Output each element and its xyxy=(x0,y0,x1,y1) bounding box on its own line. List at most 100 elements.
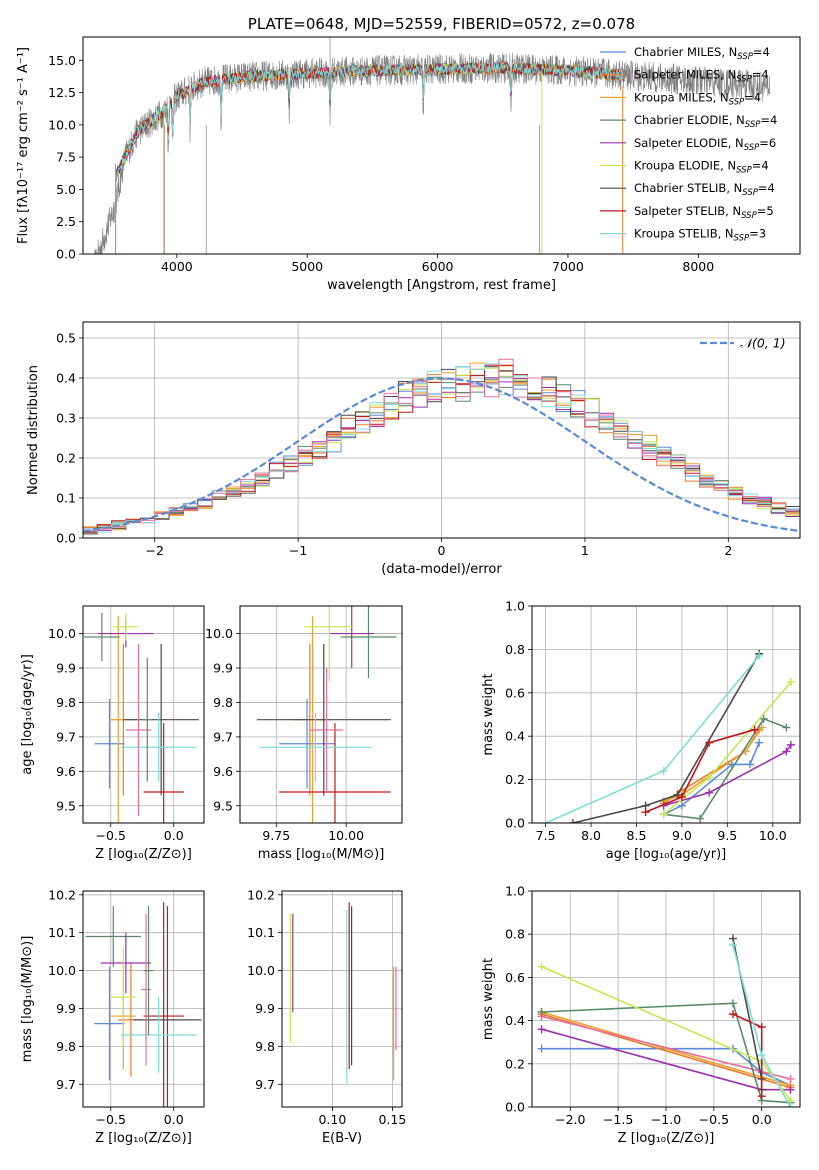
spectrum-axes: 4000 5000 6000 7000 8000 0.0 2.5 5.0 7.5 10.0 12.5… xyxy=(16,15,801,293)
weight-marker xyxy=(537,1025,546,1034)
x-tick-label: 9.75 xyxy=(262,828,290,843)
legend-label: Salpeter ELODIE, N xyxy=(634,136,744,150)
weight-marker xyxy=(673,790,682,799)
weight-marker xyxy=(696,814,705,823)
model-spectrum-line xyxy=(115,62,623,183)
age-vs-Z-axes: −0.5 0.0 9.5 9.6 9.7 9.8 9.9 10.0 Z [log₁₀(Z/Z⊙)… xyxy=(20,605,205,862)
weight-series xyxy=(729,941,795,1107)
mass-vs-EBV-axes: 0.10 0.15 9.7 9.8 9.9 10.0 10.1 10.2 E(B-V) xyxy=(247,887,406,1146)
legend-label: Kroupa STELIB, N xyxy=(634,227,734,241)
weight-marker xyxy=(755,738,764,747)
y-tick-label: 0.8 xyxy=(505,927,525,942)
y-tick-label: 9.7 xyxy=(56,729,76,744)
errorbar-point xyxy=(143,723,184,823)
x-tick-label: −1.0 xyxy=(651,1112,681,1127)
histogram-plot-area xyxy=(83,322,800,538)
weight-marker xyxy=(705,773,714,782)
y-tick-label: 10.0 xyxy=(48,963,76,978)
errorbar-point xyxy=(143,902,184,1107)
weight-marker xyxy=(757,723,766,732)
x-tick-label: 7.5 xyxy=(536,828,556,843)
weight-marker xyxy=(755,651,764,660)
legend-label: Chabrier ELODIE, N xyxy=(634,113,745,127)
histogram-step-line xyxy=(83,358,800,531)
y-tick-label: 1.0 xyxy=(505,599,525,614)
y-tick-label: 0.5 xyxy=(56,331,76,346)
legend-sub: SSP xyxy=(736,166,752,176)
weight-line xyxy=(541,1011,791,1087)
y-tick-label: 0.0 xyxy=(505,1100,525,1115)
x-tick-label: −1.5 xyxy=(603,1112,633,1127)
legend-entry: Chabrier ELODIE, NSSP=4 xyxy=(634,113,777,130)
weight-marker xyxy=(786,1074,795,1083)
legend-suffix: =4 xyxy=(758,181,775,195)
x-axis-label: Z [log₁₀(Z/Z⊙)] xyxy=(618,1131,715,1146)
legend-label: Salpeter STELIB, N xyxy=(634,204,741,218)
histogram-step-line xyxy=(83,366,800,530)
x-tick-label: 0 xyxy=(438,543,446,558)
x-tick-label: 0.10 xyxy=(318,1112,346,1127)
age-vs-mass-axes: 9.75 10.00 9.5 9.6 9.7 9.8 9.9 10.0 mass [log₁₀(… xyxy=(205,605,403,862)
axes-frame xyxy=(82,890,205,1108)
weight-series xyxy=(659,677,795,819)
axes-frame xyxy=(281,890,403,1108)
errorbar-point xyxy=(279,723,391,823)
weight-series xyxy=(659,738,764,819)
mass-vs-Z-axes: −0.5 0.0 9.7 9.8 9.9 10.0 10.1 10.2 Z [log₁₀(Z/Z… xyxy=(20,887,205,1146)
y-tick-label: 0.2 xyxy=(505,772,525,787)
histogram-axes: −2 −1 0 1 2 0.0 0.1 0.2 0.3 0.4 0.5 (data-model)/er… xyxy=(26,321,801,577)
x-tick-label: 5000 xyxy=(291,259,323,274)
errorbar-point xyxy=(110,616,126,823)
spectrum-legend: Chabrier MILES, NSSP=4 Salpeter MILES, NS… xyxy=(600,45,777,244)
errorbar-point xyxy=(120,997,197,1073)
x-axis-label: Z [log₁₀(Z/Z⊙)] xyxy=(95,847,192,862)
legend-sub: SSP xyxy=(745,120,761,130)
weight-marker xyxy=(759,714,768,723)
y-tick-label: 10.0 xyxy=(48,626,76,641)
weight-marker xyxy=(568,819,577,823)
axes-frame xyxy=(82,605,205,824)
weight-line xyxy=(541,1047,791,1087)
axes-frame xyxy=(82,321,801,539)
x-tick-label: 8000 xyxy=(682,259,714,274)
x-axis-label: Z [log₁₀(Z/Z⊙)] xyxy=(95,1131,192,1146)
x-axis-label: mass [log₁₀(M/M⊙)] xyxy=(258,847,385,862)
weight-marker xyxy=(537,1007,546,1016)
y-tick-label: 15.0 xyxy=(48,53,76,68)
errorbar-point xyxy=(94,699,125,789)
x-tick-label: 9.0 xyxy=(672,828,692,843)
weight-marker xyxy=(729,999,737,1008)
legend-sub: SSP xyxy=(734,234,750,244)
legend-suffix: =4 xyxy=(752,159,769,173)
legend-suffix: =5 xyxy=(757,204,774,218)
x-axis-label: wavelength [Angstrom, rest frame] xyxy=(327,278,556,293)
y-tick-label: 0.2 xyxy=(56,451,76,466)
x-tick-label: 7000 xyxy=(552,259,584,274)
y-tick-label: 7.5 xyxy=(56,150,76,165)
weight-marker xyxy=(537,1044,546,1053)
y-tick-label: 9.6 xyxy=(56,764,76,779)
x-axis-label: (data-model)/error xyxy=(381,562,502,577)
weight-marker xyxy=(641,808,650,817)
y-axis-label: mass weight xyxy=(481,673,496,755)
y-tick-label: 0.2 xyxy=(505,1056,525,1071)
errorbar-point xyxy=(94,966,125,1081)
weight-line xyxy=(541,1015,791,1080)
legend-entry: Kroupa MILES, NSSP=4 xyxy=(634,90,761,107)
y-tick-label: 5.0 xyxy=(56,182,76,197)
y-tick-label: 9.6 xyxy=(213,764,233,779)
weight-marker xyxy=(537,962,546,971)
weight-marker xyxy=(746,760,755,769)
errorbar-point xyxy=(110,947,136,1047)
x-tick-label: 9.5 xyxy=(717,828,737,843)
weight-line xyxy=(645,728,755,813)
weight-marker xyxy=(729,941,737,949)
weight-marker xyxy=(750,725,759,734)
errorbar-point xyxy=(113,612,139,641)
legend-entry: Chabrier MILES, NSSP=4 xyxy=(634,45,770,62)
weight-marker xyxy=(786,740,795,749)
legend-entry: Salpeter MILES, NSSP=4 xyxy=(634,68,769,85)
legend-suffix: =4 xyxy=(744,90,761,104)
weight-marker xyxy=(757,1051,766,1060)
legend-sub: SSP xyxy=(737,52,753,62)
